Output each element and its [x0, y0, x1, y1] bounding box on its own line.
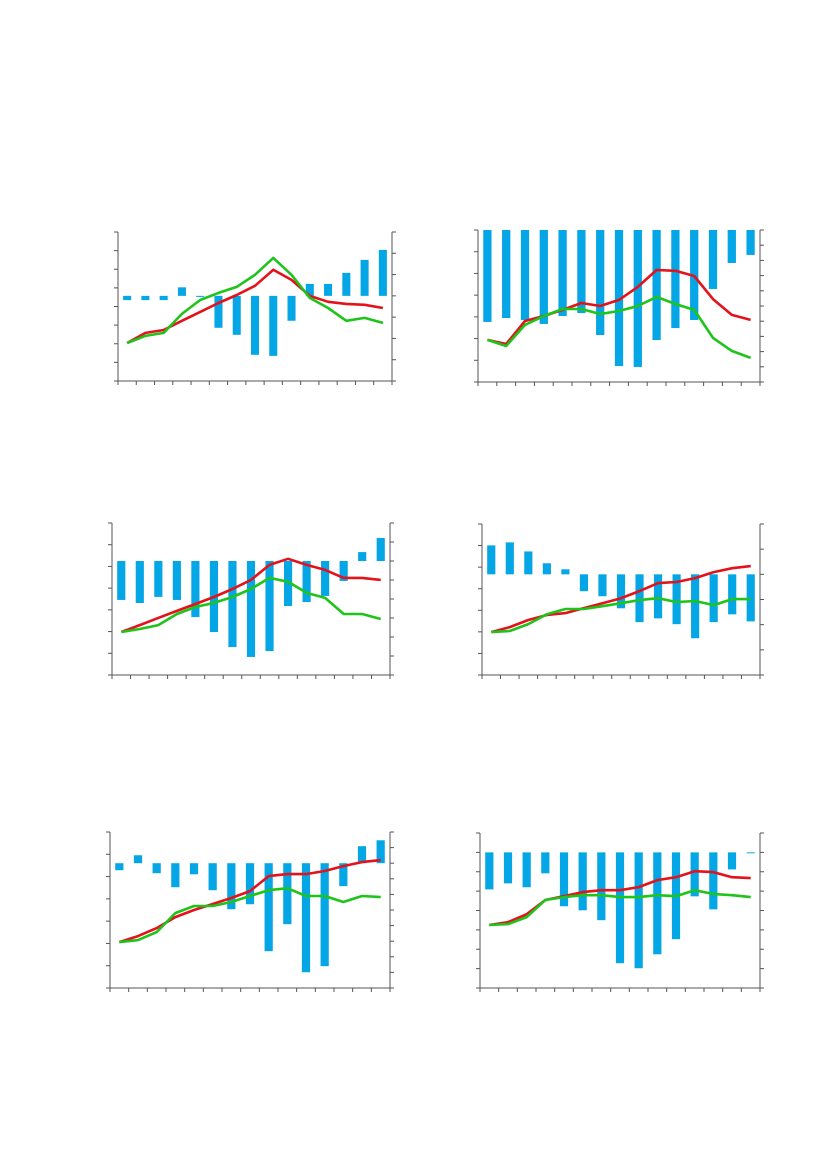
- bar: [615, 852, 625, 964]
- bar: [691, 574, 700, 639]
- bar: [321, 561, 330, 596]
- bar: [287, 295, 296, 321]
- bar: [561, 569, 570, 575]
- bar: [342, 272, 351, 296]
- bar: [283, 863, 292, 925]
- bar: [264, 863, 273, 952]
- bar: [135, 561, 144, 603]
- bar: [634, 852, 643, 969]
- bar: [357, 846, 367, 864]
- bar: [541, 852, 550, 874]
- bar: [503, 852, 513, 884]
- line-series: [490, 564, 751, 634]
- bar: [123, 295, 132, 301]
- bar: [598, 574, 607, 597]
- bar: [171, 863, 180, 888]
- bar: [177, 287, 186, 296]
- bar: [746, 852, 755, 854]
- bar: [227, 863, 236, 910]
- bar: [690, 852, 699, 897]
- bar: [727, 230, 736, 263]
- bar: [559, 852, 569, 907]
- bar: [577, 230, 586, 313]
- bar: [208, 863, 217, 891]
- line-series: [126, 256, 384, 345]
- bar: [539, 230, 548, 324]
- bar: [502, 230, 511, 319]
- bar: [320, 863, 329, 967]
- bar: [727, 852, 737, 870]
- line-series: [489, 888, 751, 927]
- bar: [250, 295, 260, 355]
- bar: [376, 538, 385, 561]
- bar: [117, 561, 126, 600]
- bar: [633, 230, 642, 367]
- bar: [505, 542, 514, 575]
- bar: [189, 863, 199, 875]
- bar: [305, 283, 314, 296]
- bar: [141, 295, 150, 301]
- bar: [709, 574, 718, 623]
- bar: [159, 295, 168, 301]
- bar: [524, 551, 533, 575]
- line-series: [487, 268, 751, 346]
- bar: [360, 259, 369, 296]
- bar: [172, 561, 181, 600]
- bar: [558, 230, 567, 317]
- bar: [487, 545, 496, 575]
- bar: [653, 852, 662, 955]
- bar: [708, 230, 718, 289]
- bar: [154, 561, 163, 597]
- bar: [214, 295, 223, 328]
- bar: [302, 561, 311, 603]
- bar: [597, 852, 606, 921]
- bar: [522, 852, 531, 888]
- bar: [616, 574, 626, 609]
- bar: [358, 552, 367, 561]
- bar: [246, 561, 256, 657]
- line-series: [491, 596, 751, 634]
- bar: [520, 230, 530, 320]
- bar: [324, 283, 333, 296]
- bar: [652, 230, 661, 341]
- bar: [635, 574, 644, 623]
- bar: [672, 574, 681, 625]
- bar: [196, 295, 205, 297]
- line-series: [489, 869, 751, 927]
- bar: [614, 230, 624, 367]
- bar: [301, 863, 311, 973]
- line-series: [486, 295, 752, 360]
- bar: [232, 295, 241, 335]
- bar: [542, 563, 551, 575]
- bar: [265, 561, 274, 652]
- bar: [746, 230, 755, 255]
- bar: [709, 852, 718, 910]
- bar: [596, 230, 605, 336]
- bar: [228, 561, 237, 648]
- bar: [269, 295, 278, 356]
- line-series: [119, 886, 381, 944]
- bar: [339, 863, 348, 887]
- bar: [485, 852, 494, 890]
- line-series: [121, 576, 382, 634]
- bar: [115, 863, 124, 871]
- bar: [671, 230, 680, 329]
- bar: [728, 574, 737, 615]
- bar: [578, 852, 587, 911]
- bar: [376, 840, 385, 864]
- bar: [133, 855, 143, 864]
- bar: [245, 863, 255, 905]
- bar: [283, 561, 293, 607]
- bar: [483, 230, 492, 322]
- bar: [378, 249, 387, 296]
- bar: [653, 574, 663, 619]
- bar: [191, 561, 200, 618]
- bar: [152, 863, 161, 874]
- bar: [746, 574, 755, 622]
- line-series: [120, 557, 381, 634]
- bar: [579, 574, 589, 592]
- bar: [339, 561, 348, 581]
